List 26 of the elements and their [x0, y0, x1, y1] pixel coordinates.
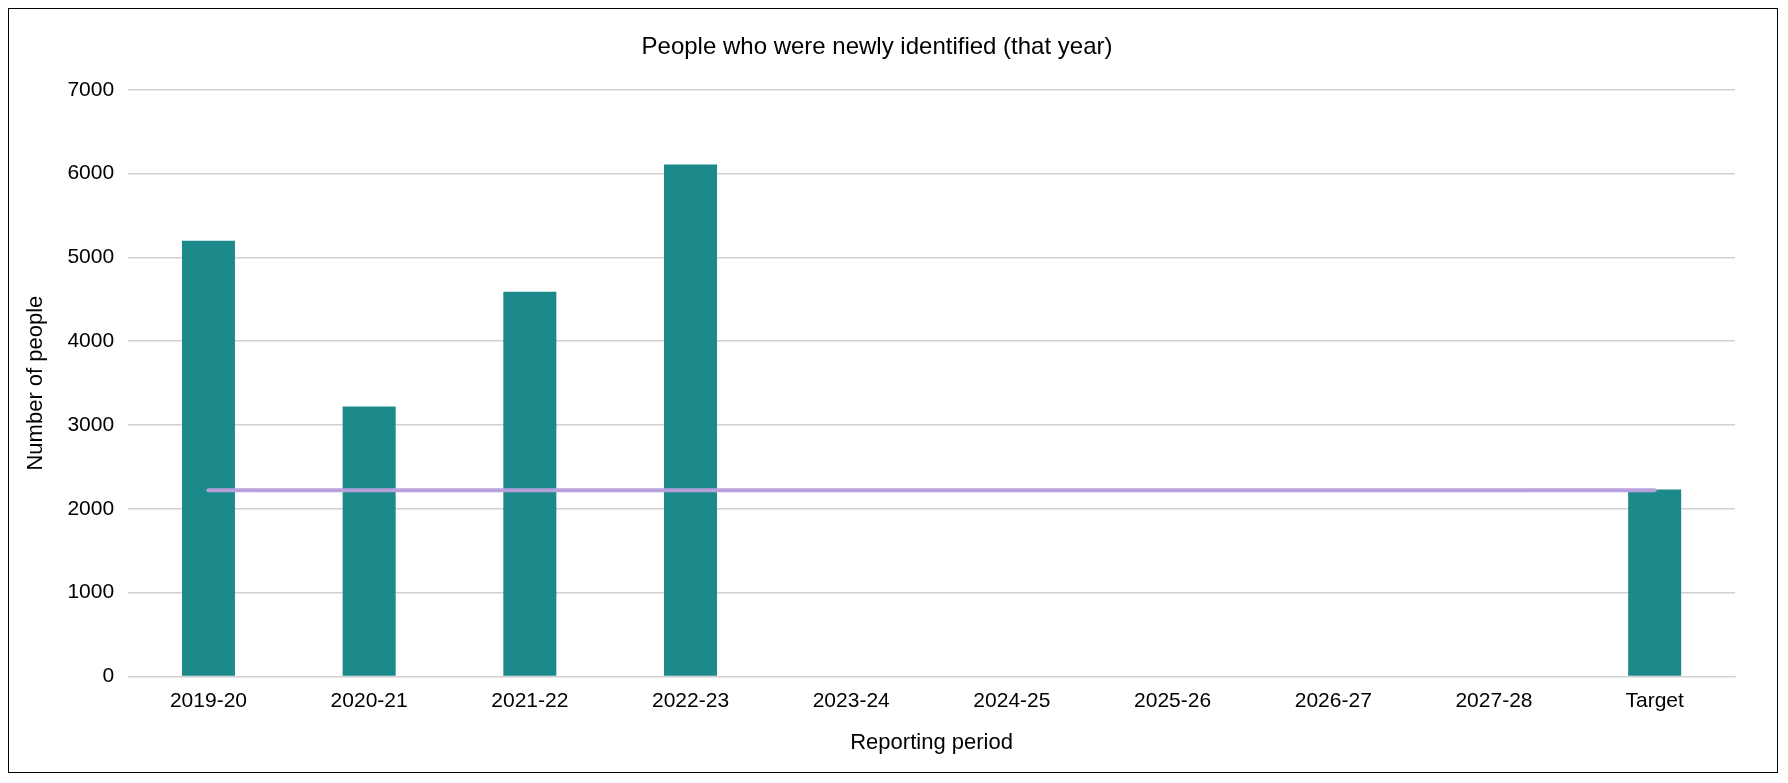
bar [342, 406, 396, 676]
x-tick-label: 2021-22 [491, 687, 569, 711]
x-tick-label: 2024-25 [973, 687, 1051, 711]
x-tick-label: 2026-27 [1294, 687, 1372, 711]
y-tick-label: 2000 [67, 495, 115, 519]
y-tick-label: 4000 [67, 328, 115, 351]
y-axis-title: Number of people [22, 295, 48, 471]
bar [181, 240, 235, 676]
x-tick-label: 2020-21 [330, 687, 408, 711]
bar [664, 164, 718, 676]
y-tick-label: 3000 [67, 411, 115, 435]
y-tick-label: 7000 [67, 76, 115, 100]
x-tick-label: Target [1625, 687, 1684, 711]
bar [1628, 489, 1682, 676]
y-tick-label: 1000 [67, 579, 115, 603]
chart-title: People who were newly identified (that year) [641, 32, 1113, 60]
y-tick-label: 6000 [67, 160, 115, 184]
bar [503, 291, 557, 676]
x-tick-label: 2022-23 [651, 687, 730, 711]
y-tick-label: 5000 [67, 244, 115, 268]
x-tick-label: 2023-24 [812, 687, 891, 711]
y-tick-label: 0 [102, 663, 115, 687]
x-tick-label: 2019-20 [169, 687, 247, 711]
x-axis-title: Reporting period [850, 728, 1013, 754]
x-tick-label: 2025-26 [1134, 687, 1212, 711]
x-tick-label: 2027-28 [1455, 687, 1533, 711]
